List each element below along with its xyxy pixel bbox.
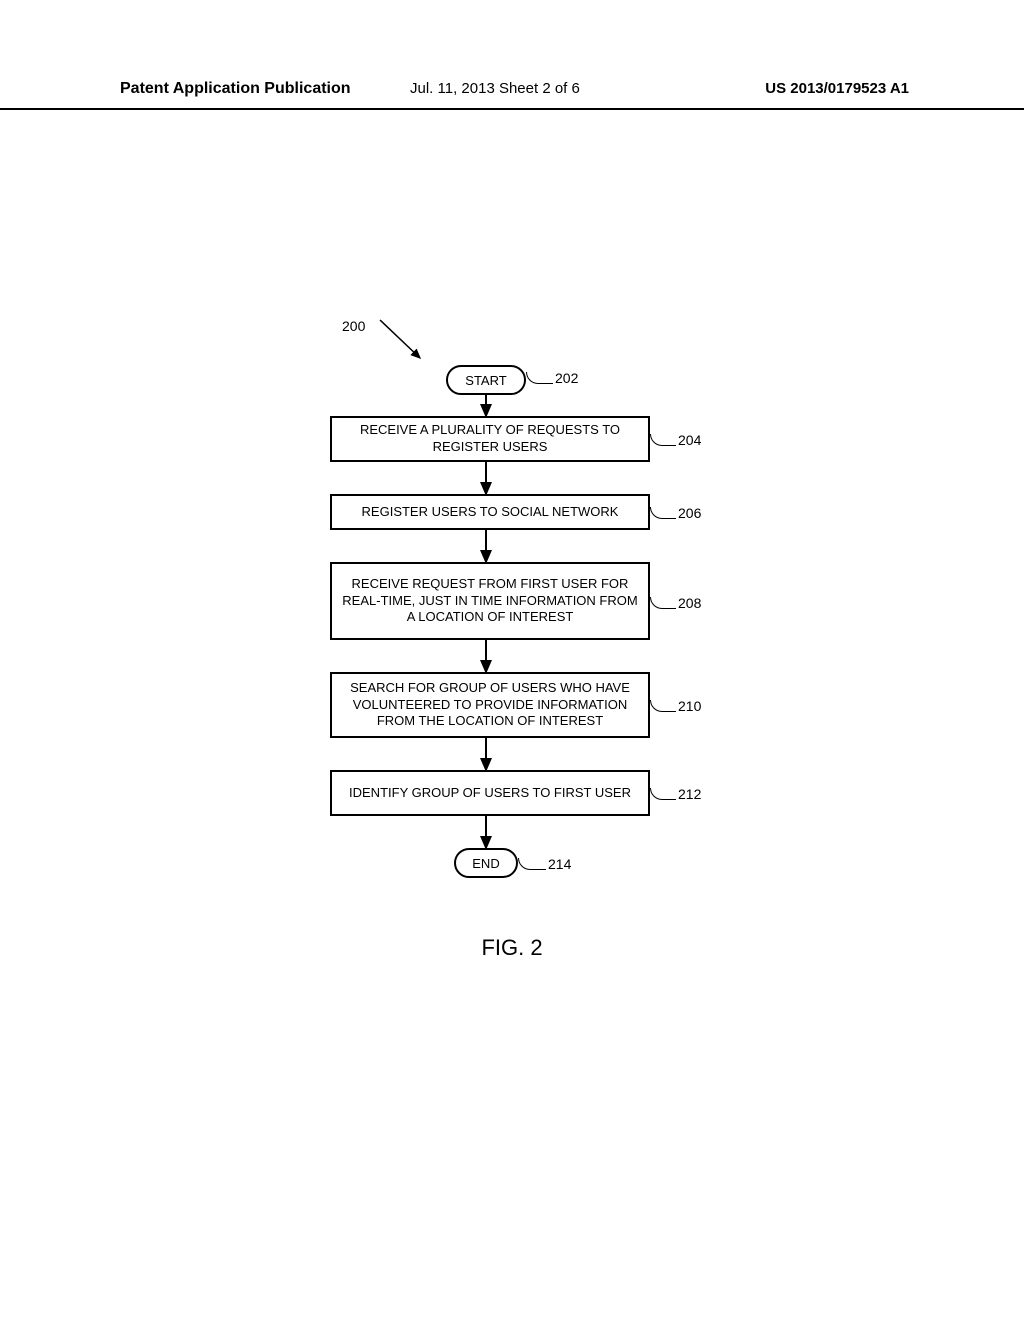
connector-svg [0,0,1024,1320]
flowchart-diagram: START 202 RECEIVE A PLURALITY OF REQUESTS … [0,0,1024,1320]
lead-line-204 [650,434,676,446]
ref-label-210: 210 [678,698,701,714]
flowchart-node-p5: IDENTIFY GROUP OF USERS TO FIRST USER [330,770,650,816]
node-label-p1: RECEIVE A PLURALITY OF REQUESTS TO REGIS… [340,422,640,456]
ref-label-202: 202 [555,370,578,386]
lead-line-208 [650,597,676,609]
ref-label-206: 206 [678,505,701,521]
node-label-start: START [465,373,506,388]
ref-label-212: 212 [678,786,701,802]
lead-line-202 [526,372,553,384]
ref-label-200: 200 [342,318,365,334]
ref-label-208: 208 [678,595,701,611]
flowchart-node-p1: RECEIVE A PLURALITY OF REQUESTS TO REGIS… [330,416,650,462]
figure-label: FIG. 2 [481,935,542,961]
flowchart-node-start: START [446,365,526,395]
flowchart-node-p2: REGISTER USERS TO SOCIAL NETWORK [330,494,650,530]
lead-line-210 [650,700,676,712]
lead-line-212 [650,788,676,800]
flowchart-node-end: END [454,848,518,878]
node-label-p2: REGISTER USERS TO SOCIAL NETWORK [362,504,619,521]
flowchart-node-p4: SEARCH FOR GROUP OF USERS WHO HAVE VOLUN… [330,672,650,738]
node-label-p4: SEARCH FOR GROUP OF USERS WHO HAVE VOLUN… [340,680,640,731]
node-label-p5: IDENTIFY GROUP OF USERS TO FIRST USER [349,785,631,802]
ref-label-214: 214 [548,856,571,872]
lead-line-214 [518,858,546,870]
lead-line-206 [650,507,676,519]
ref-label-204: 204 [678,432,701,448]
node-label-end: END [472,856,499,871]
flowchart-node-p3: RECEIVE REQUEST FROM FIRST USER FOR REAL… [330,562,650,640]
node-label-p3: RECEIVE REQUEST FROM FIRST USER FOR REAL… [340,576,640,627]
